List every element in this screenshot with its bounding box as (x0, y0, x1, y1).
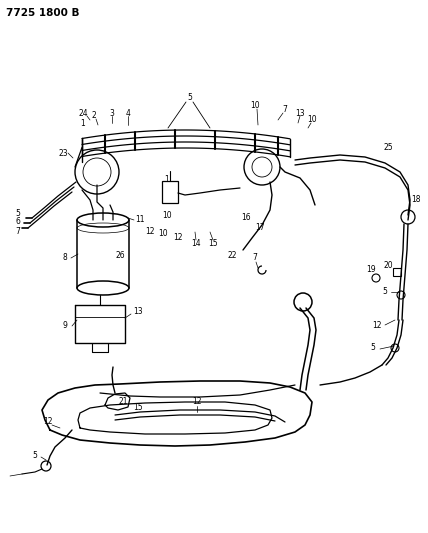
Text: 14: 14 (191, 238, 201, 247)
Text: 10: 10 (250, 101, 260, 110)
Bar (162, 181, 178, 203)
Text: 1: 1 (165, 175, 169, 184)
Text: 9: 9 (62, 321, 68, 330)
Text: 7: 7 (253, 254, 257, 262)
Text: 12: 12 (43, 417, 53, 426)
Text: 24: 24 (78, 109, 88, 117)
Text: 13: 13 (295, 109, 305, 117)
Text: 5: 5 (33, 450, 37, 459)
Text: 5: 5 (383, 287, 387, 296)
Text: 25: 25 (383, 143, 393, 152)
Text: 3: 3 (110, 109, 114, 117)
Text: 20: 20 (383, 261, 393, 270)
Text: 10: 10 (162, 211, 172, 220)
Text: 17: 17 (255, 223, 265, 232)
Text: 18: 18 (411, 196, 421, 205)
Text: 21: 21 (118, 397, 128, 406)
Text: 5: 5 (187, 93, 193, 102)
Text: 12: 12 (145, 228, 155, 237)
Text: 10: 10 (158, 229, 168, 238)
Text: 15: 15 (208, 238, 218, 247)
Text: 22: 22 (227, 251, 237, 260)
Text: 6: 6 (15, 217, 21, 227)
Text: 7: 7 (282, 106, 288, 115)
Text: 12: 12 (173, 232, 183, 241)
Text: 8: 8 (62, 254, 67, 262)
Bar (393, 268, 401, 276)
Text: 12: 12 (192, 398, 202, 407)
Text: 19: 19 (366, 265, 376, 274)
Text: 12: 12 (372, 320, 382, 329)
Text: 26: 26 (115, 251, 125, 260)
Text: 15: 15 (133, 402, 143, 411)
Text: 1: 1 (80, 118, 85, 127)
Text: 4: 4 (125, 109, 131, 117)
Text: 23: 23 (58, 149, 68, 157)
Text: 11: 11 (135, 215, 145, 224)
Text: 5: 5 (371, 343, 375, 352)
Text: 7725 1800 B: 7725 1800 B (6, 8, 80, 18)
Text: 7: 7 (15, 227, 21, 236)
Text: 13: 13 (133, 308, 143, 317)
Text: 2: 2 (92, 111, 96, 120)
Text: 16: 16 (241, 214, 251, 222)
Text: 10: 10 (307, 116, 317, 125)
Text: 5: 5 (15, 208, 21, 217)
